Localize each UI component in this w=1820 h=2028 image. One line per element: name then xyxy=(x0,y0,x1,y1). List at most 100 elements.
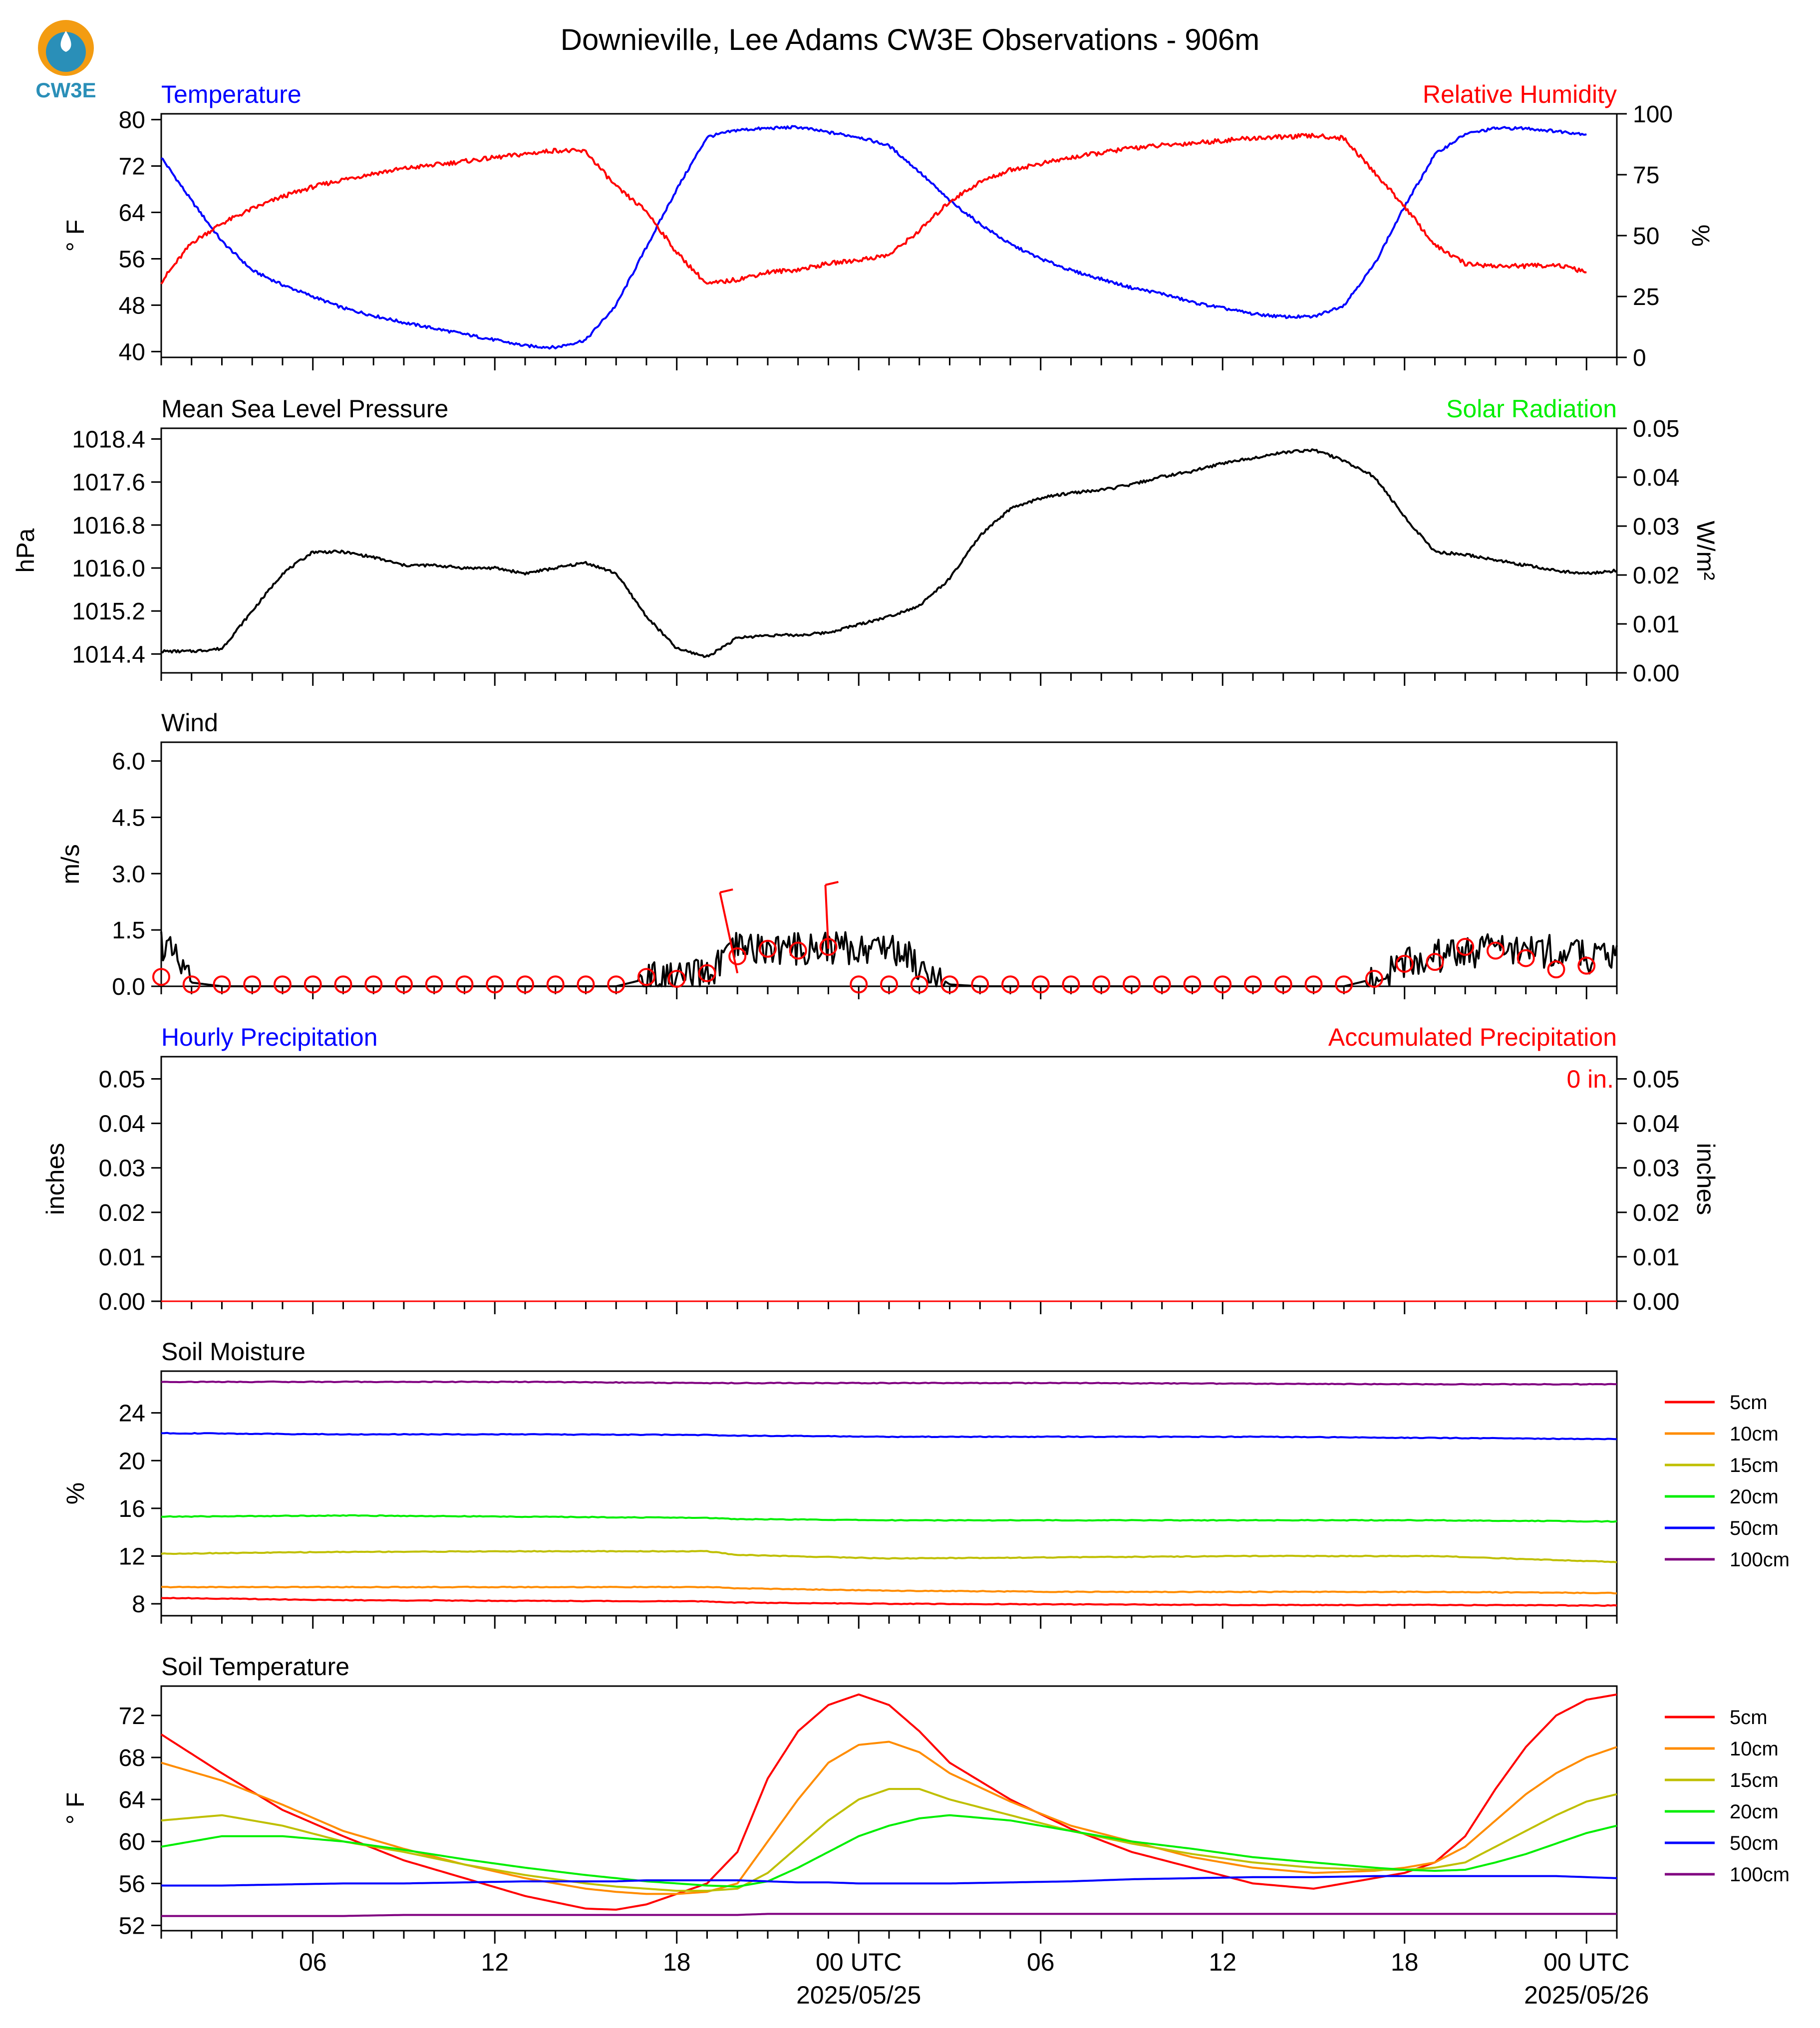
wind-barb-circle xyxy=(1426,953,1444,971)
series-line-5cm xyxy=(160,1693,1617,1911)
wind-barb-circle xyxy=(1547,960,1565,979)
y-tick-label-right: 0.04 xyxy=(1633,1111,1679,1138)
series-line-100cm xyxy=(161,1913,1617,1917)
wind-barb-circle xyxy=(728,947,747,965)
y-tick-label-left: 16 xyxy=(119,1496,145,1522)
y-tick-label-left: 1018.4 xyxy=(72,427,145,453)
wind-barb-circle xyxy=(1517,949,1535,967)
series-line-20cm xyxy=(161,1514,1617,1523)
y-tick-label-left: 40 xyxy=(119,339,145,365)
wind-barb-circle xyxy=(1274,975,1292,994)
y-axis-label-left: hPa xyxy=(11,528,39,573)
legend-label: 20cm xyxy=(1730,1486,1779,1508)
wind-barb-circle xyxy=(274,975,292,994)
y-tick-label-left: 80 xyxy=(119,107,145,134)
x-date-label: 2025/05/25 xyxy=(796,1981,921,2009)
y-tick-label-left: 0.01 xyxy=(99,1244,145,1271)
legend-label: 10cm xyxy=(1730,1738,1779,1760)
y-tick-label-left: 1015.2 xyxy=(72,598,145,625)
wind-barb-circle xyxy=(1487,941,1505,960)
y-tick-label-left: 64 xyxy=(119,1787,145,1813)
wind-barb-circle xyxy=(334,975,352,994)
series-line-5cm xyxy=(161,1597,1617,1607)
wind-barb-circle xyxy=(516,975,534,994)
wind-barb-circle xyxy=(789,941,807,960)
y-tick-label-left: 52 xyxy=(119,1913,145,1939)
wind-barb-circle xyxy=(1395,954,1414,973)
panel-soil-moisture: Soil Moisture 8 12 16 20 24% 5cm 10cm 15cm 20cm 50… xyxy=(61,1338,1790,1629)
wind-barb-circle xyxy=(1304,975,1323,994)
y-tick-label-right: 0.05 xyxy=(1633,416,1679,442)
y-tick-label-right: 0.02 xyxy=(1633,1200,1679,1226)
panel-title-right: Accumulated Precipitation xyxy=(1328,1023,1617,1051)
wind-barb-circle xyxy=(1183,975,1202,994)
y-tick-label-left: 48 xyxy=(119,292,145,319)
panel-wind: Wind 0.0 1.5 3.0 4.5 6.0 m/s xyxy=(56,709,1618,1000)
y-tick-label-left: 4.5 xyxy=(112,805,145,831)
x-tick-label: 18 xyxy=(1391,1948,1419,1976)
y-tick-label-left: 1014.4 xyxy=(72,641,145,668)
y-tick-label-right: 0.03 xyxy=(1633,1156,1679,1182)
y-tick-label-left: 1.5 xyxy=(112,917,145,944)
y-axis-label-left: ° F xyxy=(61,1792,89,1824)
panels: Temperature Relative Humidity404856647280… xyxy=(11,80,1790,2009)
series-line-pressure xyxy=(161,448,1617,658)
y-tick-label-right: 0 xyxy=(1633,345,1646,371)
series-line-50cm xyxy=(161,1432,1617,1441)
wind-barb-circle xyxy=(243,975,262,994)
wind-barb-circle xyxy=(213,975,231,994)
cw3e-logo: CW3E xyxy=(35,20,96,102)
y-tick-label-left: 64 xyxy=(119,200,145,227)
y-tick-label-left: 1016.8 xyxy=(72,513,145,539)
x-tick-label: 18 xyxy=(663,1948,691,1976)
wind-barb-circle xyxy=(303,975,322,994)
wind-barb-circle xyxy=(455,975,474,994)
chart-title: Downieville, Lee Adams CW3E Observations… xyxy=(561,23,1260,56)
panel-precipitation: Hourly Precipitation Accumulated Precipit… xyxy=(41,1023,1720,1315)
wind-barb-circle xyxy=(667,969,686,988)
legend-label: 15cm xyxy=(1730,1769,1779,1791)
wind-barb-circle xyxy=(971,975,989,994)
legend-label: 20cm xyxy=(1730,1801,1779,1823)
legend-label: 10cm xyxy=(1730,1423,1779,1445)
wind-barb-circle xyxy=(1335,975,1353,994)
y-tick-label-left: 60 xyxy=(119,1829,145,1855)
wind-barb-shaft xyxy=(719,892,739,974)
y-tick-label-left: 24 xyxy=(119,1401,145,1427)
x-axis-labels: 06 12 18 00 UTC 06 12 18 00 UTC 2025/05/25 2025/0… xyxy=(299,1948,1649,2009)
y-axis-label-left: m/s xyxy=(56,844,84,884)
y-tick-label-left: 0.00 xyxy=(99,1289,145,1315)
panel-title-left: Soil Temperature xyxy=(161,1653,349,1681)
y-tick-label-left: 72 xyxy=(119,1703,145,1730)
legend-label: 15cm xyxy=(1730,1454,1779,1476)
x-tick-label: 00 UTC xyxy=(816,1948,902,1976)
y-tick-label-left: 8 xyxy=(132,1591,145,1618)
wind-barb-circle xyxy=(152,968,170,986)
legend-label: 5cm xyxy=(1730,1707,1768,1729)
y-axis-label-left: % xyxy=(61,1482,89,1504)
wind-barb-shaft xyxy=(824,884,830,949)
x-tick-label: 00 UTC xyxy=(1543,1948,1629,1976)
x-tick-label: 12 xyxy=(481,1948,509,1976)
wind-barb-circle xyxy=(577,975,595,994)
y-tick-label-left: 20 xyxy=(119,1448,145,1474)
wind-barb-circle xyxy=(486,975,504,994)
y-tick-label-left: 68 xyxy=(119,1745,145,1771)
panel-title-left: Wind xyxy=(161,709,218,737)
panel-soil-temperature: Soil Temperature 52 56 60 64 68 72 ° F 5cm 10cm 15… xyxy=(61,1653,1790,1944)
panel-temperature-humidity: Temperature Relative Humidity 40 48 56 64 72 80… xyxy=(61,80,1715,371)
y-tick-label-right: 0.04 xyxy=(1633,465,1679,491)
wind-barb-circle xyxy=(546,975,565,994)
panel-title-right: Relative Humidity xyxy=(1423,80,1617,108)
y-tick-label-right: 100 xyxy=(1633,101,1673,128)
y-tick-label-right: 0.00 xyxy=(1633,1289,1679,1315)
y-axis-label-left: ° F xyxy=(61,220,89,252)
y-axis-label-left: inches xyxy=(41,1143,69,1215)
wind-barb-flag xyxy=(825,880,839,886)
series-line-15cm xyxy=(161,1550,1617,1563)
series-line-temperature xyxy=(161,125,1587,350)
y-axis-label-right: inches xyxy=(1692,1143,1720,1215)
y-tick-label-left: 0.03 xyxy=(99,1156,145,1182)
y-tick-label-right: 0.05 xyxy=(1633,1067,1679,1093)
